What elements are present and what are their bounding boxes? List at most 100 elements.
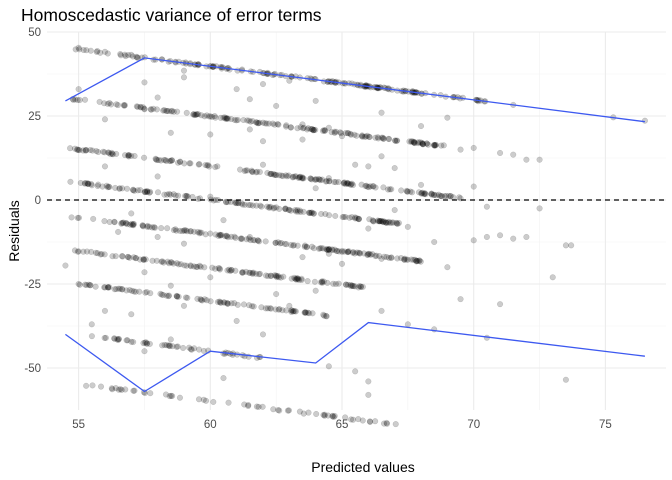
residual-point (172, 226, 179, 233)
residual-point (306, 310, 313, 317)
residual-point (202, 161, 209, 169)
residual-point (224, 300, 231, 307)
residual-point (119, 185, 126, 192)
residual-point (194, 263, 201, 271)
residual-point (130, 338, 137, 346)
residual-point (247, 118, 254, 125)
residual-point (111, 218, 118, 225)
residual-point (187, 346, 194, 353)
residual-point (378, 134, 385, 141)
residual-point (342, 414, 349, 421)
residual-point (137, 104, 144, 111)
residual-point (259, 138, 267, 145)
residual-point (345, 248, 352, 255)
residual-point (109, 386, 116, 393)
residual-point (255, 403, 262, 410)
residual-point (216, 298, 223, 305)
residual-point (240, 301, 247, 308)
residual-point (221, 114, 228, 121)
residual-point (283, 123, 290, 130)
residual-point (158, 258, 165, 265)
residual-point (348, 181, 355, 188)
residual-point (375, 218, 382, 225)
residual-point (85, 180, 92, 187)
residual-point (118, 386, 125, 393)
residual-point (444, 114, 451, 121)
residual-point (248, 303, 256, 310)
residual-point (166, 260, 173, 267)
residual-point (212, 114, 219, 121)
residual-point (128, 311, 135, 318)
residual-point (319, 176, 326, 183)
residual-point (259, 81, 267, 88)
residual-point (308, 209, 315, 216)
residual-point (174, 293, 181, 300)
residual-point (187, 263, 194, 270)
residual-point (411, 140, 418, 147)
residual-point (372, 253, 379, 260)
residual-point (238, 235, 245, 242)
residual-point (141, 154, 148, 161)
residual-point (163, 107, 170, 115)
residual-point (369, 183, 376, 190)
residual-point (312, 176, 319, 183)
residual-point (245, 201, 252, 209)
residual-point (256, 168, 263, 176)
residual-point (422, 191, 429, 198)
residual-point (338, 133, 346, 140)
residual-point (259, 161, 267, 168)
residual-point (241, 167, 248, 175)
residual-point (342, 181, 349, 188)
residual-point (83, 47, 90, 54)
residual-point (398, 187, 405, 194)
residual-point (285, 172, 292, 179)
residual-point (127, 221, 134, 228)
residual-point (253, 403, 260, 410)
residual-point (364, 132, 371, 139)
residual-point (245, 402, 252, 410)
residual-point (383, 219, 390, 226)
residual-point (168, 392, 175, 399)
residual-point (383, 253, 390, 261)
residual-point (137, 187, 144, 194)
residual-point (215, 232, 222, 239)
residual-point (209, 113, 216, 120)
residual-point (142, 339, 150, 346)
residual-point (83, 180, 90, 187)
residual-point (152, 155, 159, 162)
residual-point (254, 120, 262, 127)
residual-point (352, 214, 359, 221)
residual-point (247, 201, 254, 209)
residual-point (365, 391, 372, 398)
residual-point (207, 274, 214, 281)
residual-point (359, 132, 366, 139)
residual-point (294, 206, 301, 214)
residual-point (264, 169, 271, 176)
residual-point (164, 225, 171, 232)
residual-point (282, 172, 289, 179)
residual-point (262, 272, 270, 279)
residual-point (497, 149, 504, 157)
residual-point (82, 180, 89, 187)
residual-point (315, 245, 322, 252)
residual-point (212, 231, 219, 238)
residual-point (428, 190, 435, 197)
residual-point (249, 269, 256, 276)
residual-point (393, 219, 400, 226)
residual-point (290, 242, 298, 249)
residual-point (425, 141, 432, 148)
residual-point (291, 308, 298, 315)
residual-point (536, 156, 543, 163)
residual-point (304, 278, 311, 285)
residual-point (234, 301, 241, 308)
residual-point (176, 227, 183, 234)
residual-point (88, 248, 95, 255)
residual-point (276, 306, 283, 313)
residual-point (141, 348, 148, 355)
residual-point (372, 134, 379, 141)
residual-point (419, 140, 427, 147)
residual-point (161, 341, 168, 348)
residual-point (417, 258, 424, 265)
residual-point (288, 124, 295, 131)
residual-point (128, 152, 135, 159)
